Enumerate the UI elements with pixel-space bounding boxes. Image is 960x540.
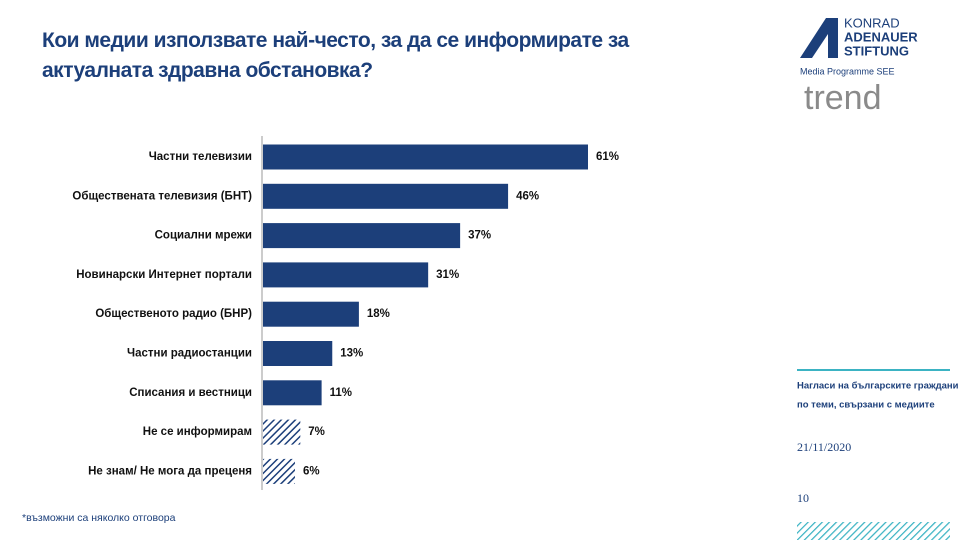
bar: [263, 301, 359, 327]
category-label: Частни телевизии: [149, 151, 252, 163]
value-label: 37%: [468, 230, 491, 242]
bar: [263, 223, 461, 249]
category-label: Частни радиостанции: [127, 348, 252, 360]
chart-title: Кои медии използвате най-често, за да се…: [42, 29, 629, 82]
footnote: *възможни са няколко отговора: [22, 512, 176, 524]
value-label: 13%: [340, 348, 363, 360]
logo-subtitle: Media Programme SEE: [800, 66, 895, 76]
logo-text: ADENAUER: [844, 29, 918, 44]
logo-text: STIFTUNG: [844, 43, 909, 58]
bar: [263, 458, 295, 484]
bar: [263, 262, 429, 288]
value-label: 46%: [516, 190, 539, 202]
bar: [263, 380, 322, 406]
category-label: Новинарски Интернет портали: [76, 269, 252, 281]
value-label: 61%: [596, 151, 619, 163]
category-label: Общественото радио (БНР): [95, 308, 252, 320]
sidebar-text: Нагласи на българските граждани: [797, 381, 959, 392]
category-label: Списания и вестници: [129, 387, 252, 399]
category-label: Не знам/ Не мога да преценя: [88, 465, 252, 477]
bar: [263, 419, 301, 445]
bar: [263, 144, 588, 170]
value-label: 6%: [303, 465, 320, 477]
value-label: 11%: [330, 387, 352, 399]
logo-text: KONRAD: [844, 15, 900, 30]
bar: [263, 341, 333, 366]
logo-mark: [812, 34, 828, 58]
value-label: 18%: [367, 308, 390, 320]
category-label: Обществената телевизия (БНТ): [72, 190, 252, 202]
date: 21/11/2020: [797, 440, 851, 454]
logo-mark: [800, 18, 838, 58]
bar: [263, 183, 509, 209]
sidebar-text: по теми, свързани с медиите: [797, 400, 935, 411]
category-label: Социални мрежи: [155, 230, 252, 242]
value-label: 31%: [436, 269, 459, 281]
value-label: 7%: [308, 426, 325, 438]
category-label: Не се информирам: [143, 426, 252, 438]
brand-logo: trend: [804, 79, 882, 117]
page-number: 10: [797, 491, 809, 505]
decor-strip: [797, 522, 950, 540]
